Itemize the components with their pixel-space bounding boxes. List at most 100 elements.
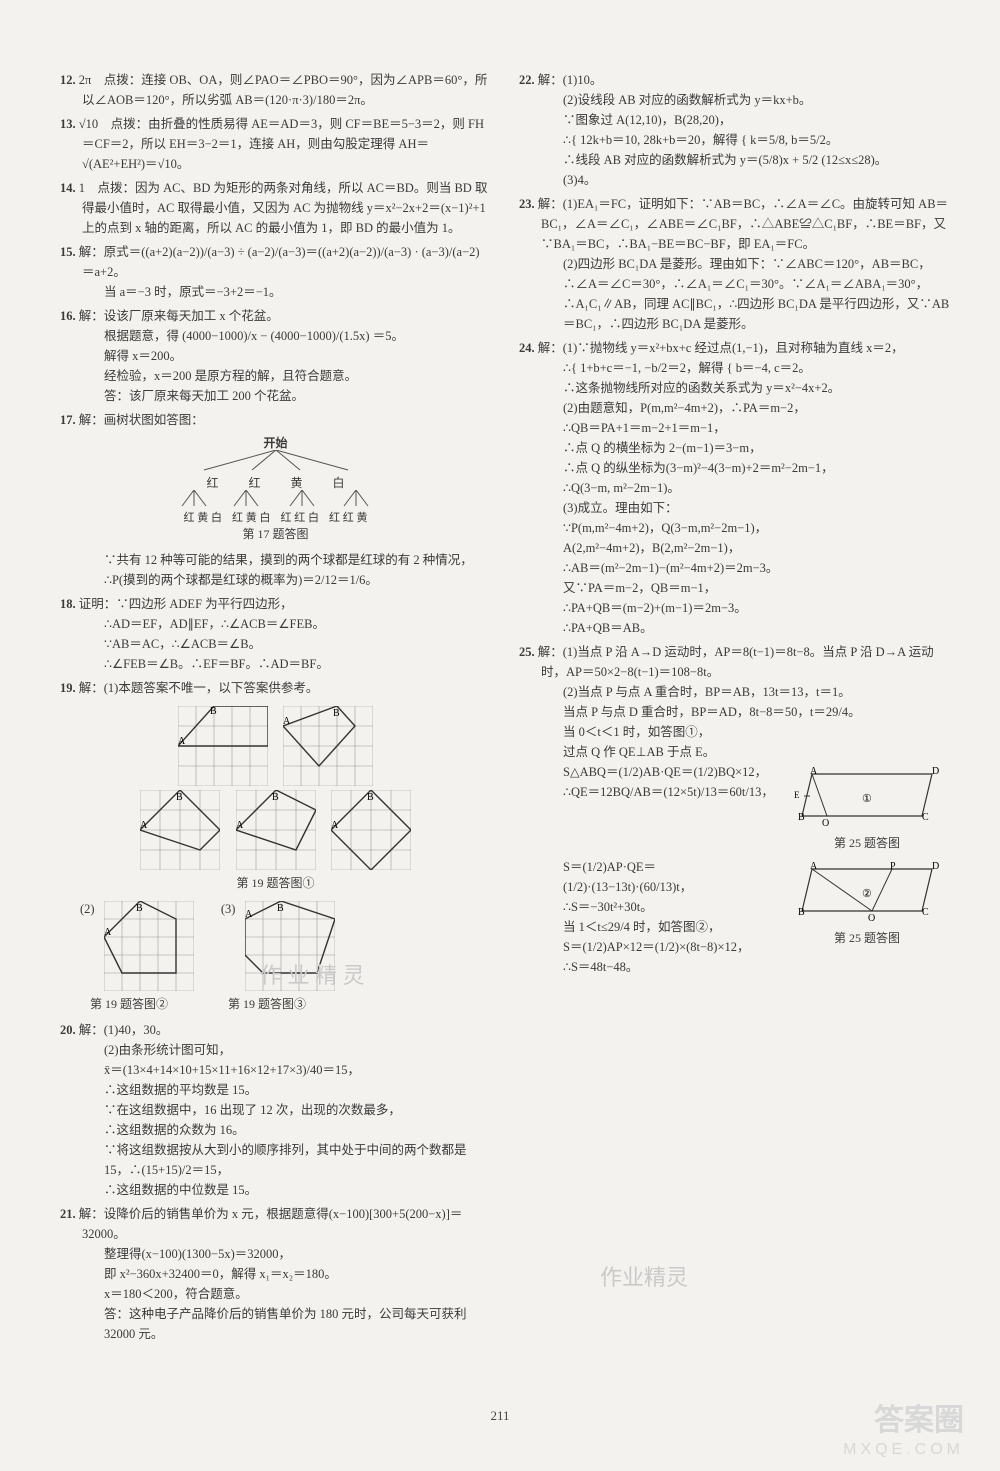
figure-caption: 第 19 题答图② [90,995,168,1014]
svg-text:①: ① [862,793,872,805]
line: ∴∠FEB＝∠B。∴EF＝BF。∴AD＝BF。 [82,654,491,674]
parallelogram-icon: APD BQC ② [792,861,942,921]
line: 解：设该厂原来每天加工 x 个花盆。 [79,309,279,323]
problem-number: 17. [60,413,76,427]
grid-diagram-icon: AB [178,706,268,786]
line: 当点 P 与点 D 重合时，BP＝AD，8t−8＝50，t＝29/4。 [541,702,950,722]
problem-number: 24. [519,341,535,355]
line: 又∵PA＝m−2，QB＝m−1， [541,578,950,598]
line: ∵将这组数据按从大到小的顺序排列，其中处于中间的两个数都是 15，∴(15+15… [82,1140,491,1180]
line: 当 0＜t＜1 时，如答图①， [541,722,950,742]
grid-diagram-icon: AB [245,901,335,991]
tree-branches-icon [176,450,376,472]
svg-text:A: A [810,861,818,872]
problem-17: 17. 解：画树状图如答图： [60,410,491,430]
problem-number: 20. [60,1023,76,1037]
part-label: (3) [221,902,236,916]
svg-text:A: A [331,820,339,831]
figure-caption: 第 25 题答图 [792,834,942,853]
tree-leaf: 红 黄 白 [232,512,271,525]
line: (2)由题意知，P(m,m²−4m+2)，∴PA＝m−2， [541,398,950,418]
line: ∴{ 1+b+c＝−1, −b/2＝2，解得 { b＝−4, c＝2。 [541,358,950,378]
problem-17-tail: ∵共有 12 种等可能的结果，摸到的两个球都是红球的有 2 种情况， ∴P(摸到… [60,550,491,590]
problem-number: 21. [60,1207,76,1221]
svg-text:A: A [140,820,148,831]
problem-number: 14. [60,181,76,195]
problem-number: 22. [519,73,535,87]
line: 即 x²−360x+32400＝0，解得 x₁＝x₂＝180。 [82,1264,491,1284]
problem-number: 18. [60,597,76,611]
problem-text: √10 点拨：由折叠的性质易得 AE＝AD＝3，则 CF＝BE＝5−3＝2，则 … [79,117,484,171]
svg-text:P: P [890,861,896,872]
svg-text:B: B [333,708,340,719]
tree-leaf: 红 黄 白 [184,512,223,525]
line: ∵共有 12 种等可能的结果，摸到的两个球都是红球的有 2 种情况， [82,550,491,570]
line: 解：(1)40，30。 [79,1023,169,1037]
grid-diagram-icon: AB [331,790,411,870]
problem-text: 2π 点拨：连接 OB、OA，则∠PAO＝∠PBO＝90°，因为∠APB＝60°… [79,73,488,107]
svg-text:B: B [798,907,805,918]
grid-diagram-icon: AB [104,901,194,991]
problem-number: 23. [519,197,535,211]
svg-text:D: D [932,861,939,872]
line: ∵P(m,m²−4m+2)，Q(3−m,m²−2m−1)， [541,518,950,538]
line: ∴{ 12k+b＝10, 28k+b＝20，解得 { k＝5/8, b＝5/2。 [541,130,950,150]
svg-text:B: B [136,903,143,914]
problem-14: 14. 1 点拨：因为 AC、BD 为矩形的两条对角线，所以 AC＝BD。则当 … [60,178,491,238]
lead: 解：(1)本题答案不唯一，以下答案供参考。 [79,681,319,695]
svg-text:C: C [922,907,929,918]
figure-caption: 第 19 题答图③ [228,995,306,1014]
svg-text:C: C [922,812,929,823]
figure-caption: 第 25 题答图 [792,929,942,948]
line: 整理得(x−100)(1300−5x)＝32000， [82,1244,491,1264]
line: (2)由条形统计图可知， [82,1040,491,1060]
problem-24: 24. 解：(1)∵抛物线 y＝x²+bx+c 经过点(1,−1)，且对称轴为直… [519,338,950,638]
line: ∵AB＝AC，∴∠ACB＝∠B。 [82,634,491,654]
line: ∴点 Q 的横坐标为 2−(m−1)＝3−m， [541,438,950,458]
svg-text:②: ② [862,888,872,900]
tree-node: 白 [333,476,345,490]
lead: 解：画树状图如答图： [79,413,204,427]
line: ∴S＝48t−48。 [563,957,950,977]
problem-number: 16. [60,309,76,323]
parallelogram-figure-2: APD BQC ② 第 25 题答图 [792,861,942,948]
figure-caption: 第 19 题答图① [60,874,491,893]
line: 经检验，x＝200 是原方程的解，且符合题意。 [82,366,491,386]
line: ∴这组数据的中位数是 15。 [82,1180,491,1200]
part-label: (2) [80,902,95,916]
line: ∴这条抛物线所对应的函数关系式为 y＝x²−4x+2。 [541,378,950,398]
svg-text:B: B [210,706,217,717]
problem-23: 23. 解：(1)EA₁＝FC，证明如下：∵AB＝BC，∴∠A＝∠C。由旋转可知… [519,194,950,334]
line: ∴Q(3−m, m²−2m−1)。 [541,478,950,498]
parallelogram-figure-1: AD BC QE ① 第 25 题答图 [792,766,942,853]
problem-13: 13. √10 点拨：由折叠的性质易得 AE＝AD＝3，则 CF＝BE＝5−3＝… [60,114,491,174]
grid-diagram-icon: AB [236,790,316,870]
line: 根据题意，得 (4000−1000)/x − (4000−1000)/(1.5x… [82,326,491,346]
svg-text:B: B [272,792,279,803]
problem-number: 13. [60,117,76,131]
line: ∴AB＝(m²−2m−1)−(m²−4m+2)＝2m−3。 [541,558,950,578]
svg-text:A: A [104,927,112,938]
svg-text:A: A [283,716,291,727]
line: 答：这种电子产品降价后的销售单价为 180 元时，公司每天可获利 32000 元… [82,1304,491,1344]
line: (3)4。 [541,170,950,190]
two-column-layout: 12. 2π 点拨：连接 OB、OA，则∠PAO＝∠PBO＝90°，因为∠APB… [60,70,950,1370]
line: ∴P(摸到的两个球都是红球的概率为)＝2/12＝1/6。 [82,570,491,590]
problem-21: 21. 解：设降价后的销售单价为 x 元，根据题意得(x−100)[300+5(… [60,1204,491,1344]
problem-19: 19. 解：(1)本题答案不唯一，以下答案供参考。 [60,678,491,698]
tree-root: 开始 [166,436,386,450]
line: ∵图象过 A(12,10)，B(28,20)， [541,110,950,130]
line: 过点 Q 作 QE⊥AB 于点 E。 [541,742,950,762]
svg-text:A: A [236,820,244,831]
svg-text:A: A [810,766,818,777]
problem-12: 12. 2π 点拨：连接 OB、OA，则∠PAO＝∠PBO＝90°，因为∠APB… [60,70,491,110]
problem-25: 25. 解：(1)当点 P 沿 A→D 运动时，AP＝8(t−1)＝8t−8。当… [519,642,950,977]
line: 解得 x＝200。 [82,346,491,366]
line: x＝180＜200，符合题意。 [82,1284,491,1304]
line: (3)成立。理由如下： [541,498,950,518]
tree-leaf: 红 红 白 [281,512,320,525]
line: x̄＝(13×4+14×10+15×11+16×12+17×3)/40＝15， [82,1060,491,1080]
grid-figures-row1: AB AB AB [60,704,491,893]
svg-text:B: B [367,792,374,803]
line: ∴PA+QB＝(m−2)+(m−1)＝2m−3。 [541,598,950,618]
